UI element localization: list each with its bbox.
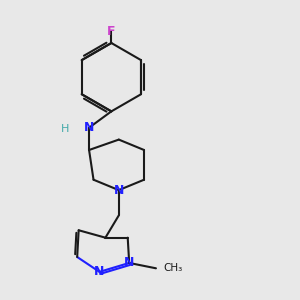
Text: N: N bbox=[94, 266, 105, 278]
Text: CH₃: CH₃ bbox=[164, 263, 183, 273]
Text: N: N bbox=[84, 121, 94, 134]
Text: N: N bbox=[124, 256, 134, 269]
Text: F: F bbox=[107, 25, 116, 38]
Text: N: N bbox=[114, 184, 124, 196]
Text: H: H bbox=[61, 124, 70, 134]
